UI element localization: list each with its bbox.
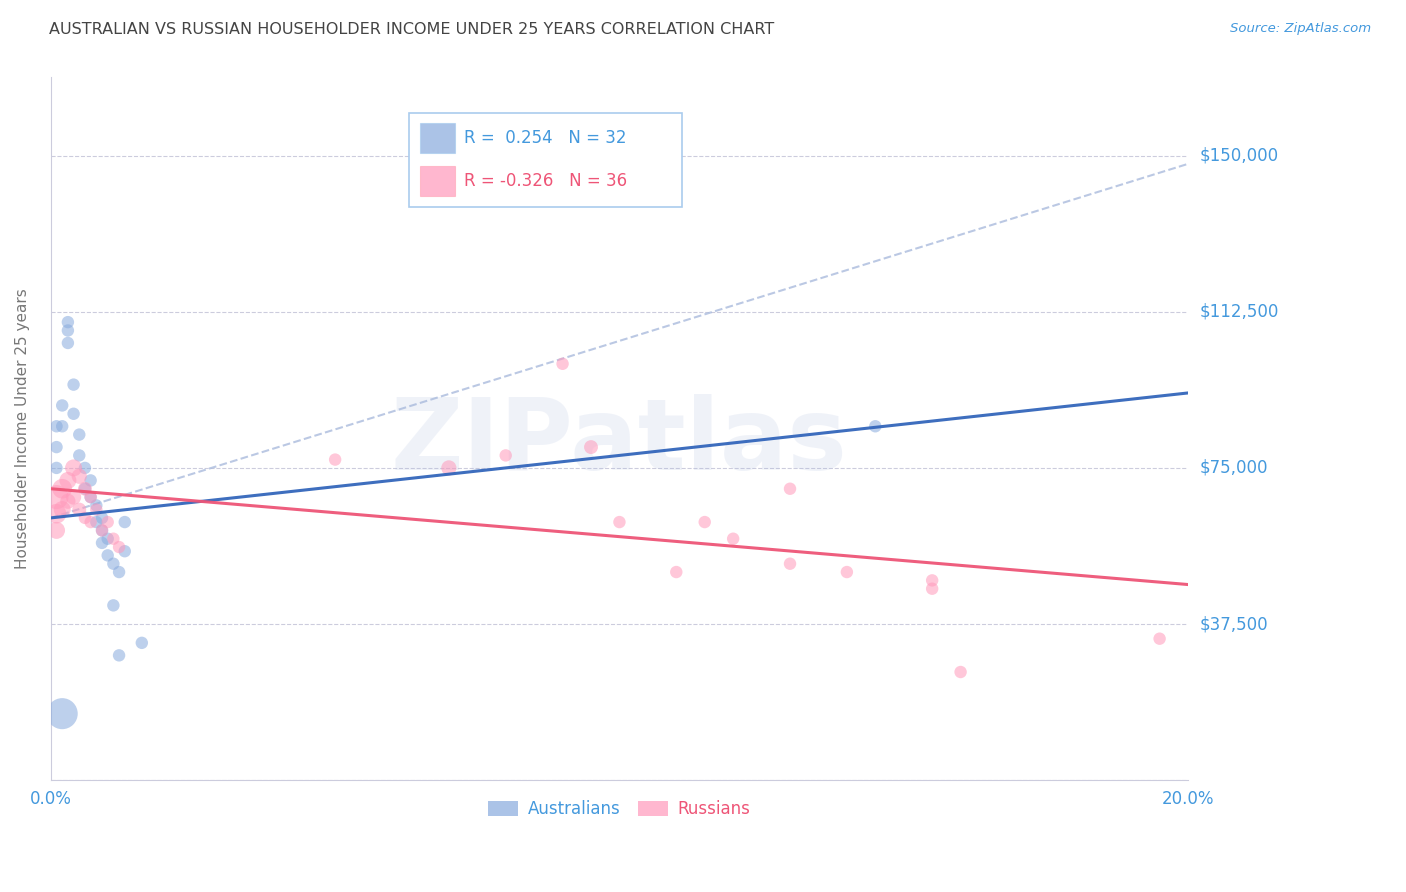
Point bbox=[67, 502, 90, 516]
Point bbox=[56, 323, 79, 337]
Point bbox=[51, 482, 73, 496]
Point bbox=[921, 574, 943, 588]
Point bbox=[323, 452, 346, 467]
Point bbox=[62, 407, 84, 421]
Point bbox=[779, 557, 801, 571]
Point bbox=[62, 461, 84, 475]
Point bbox=[114, 515, 136, 529]
Point bbox=[609, 515, 631, 529]
Point bbox=[86, 515, 108, 529]
Point bbox=[91, 536, 114, 550]
Point bbox=[114, 544, 136, 558]
Point bbox=[779, 482, 801, 496]
Point bbox=[97, 549, 120, 563]
Point bbox=[79, 490, 101, 504]
Text: R =  0.254   N = 32: R = 0.254 N = 32 bbox=[464, 129, 626, 147]
Text: AUSTRALIAN VS RUSSIAN HOUSEHOLDER INCOME UNDER 25 YEARS CORRELATION CHART: AUSTRALIAN VS RUSSIAN HOUSEHOLDER INCOME… bbox=[49, 22, 775, 37]
Text: $37,500: $37,500 bbox=[1199, 615, 1268, 633]
Point bbox=[437, 461, 460, 475]
Point bbox=[56, 474, 79, 488]
Point bbox=[665, 565, 688, 579]
Point bbox=[79, 490, 101, 504]
Text: $112,500: $112,500 bbox=[1199, 302, 1278, 321]
Point bbox=[495, 449, 517, 463]
Point bbox=[51, 419, 73, 434]
Point bbox=[91, 524, 114, 538]
Point bbox=[551, 357, 574, 371]
Point bbox=[1149, 632, 1171, 646]
Point bbox=[108, 648, 131, 663]
FancyBboxPatch shape bbox=[420, 123, 454, 153]
Point bbox=[108, 565, 131, 579]
Point bbox=[835, 565, 858, 579]
Point bbox=[45, 490, 67, 504]
Point bbox=[103, 532, 125, 546]
Text: $75,000: $75,000 bbox=[1199, 458, 1268, 477]
Point bbox=[97, 532, 120, 546]
Point bbox=[865, 419, 887, 434]
Point bbox=[73, 461, 96, 475]
Point bbox=[91, 511, 114, 525]
Point bbox=[51, 706, 73, 721]
Text: $150,000: $150,000 bbox=[1199, 146, 1278, 164]
Text: ZIPatlas: ZIPatlas bbox=[391, 394, 848, 491]
Point bbox=[108, 540, 131, 554]
Point bbox=[56, 315, 79, 329]
Point bbox=[97, 515, 120, 529]
Point bbox=[579, 440, 602, 454]
Point bbox=[67, 449, 90, 463]
Point bbox=[103, 599, 125, 613]
Legend: Australians, Russians: Australians, Russians bbox=[482, 793, 758, 825]
Point bbox=[67, 427, 90, 442]
Point bbox=[45, 440, 67, 454]
Point bbox=[56, 335, 79, 350]
Y-axis label: Householder Income Under 25 years: Householder Income Under 25 years bbox=[15, 288, 30, 569]
Point bbox=[73, 511, 96, 525]
Point bbox=[45, 419, 67, 434]
Point bbox=[45, 461, 67, 475]
Point bbox=[921, 582, 943, 596]
Point bbox=[693, 515, 716, 529]
Point bbox=[91, 524, 114, 538]
Text: R = -0.326   N = 36: R = -0.326 N = 36 bbox=[464, 172, 627, 190]
Text: Source: ZipAtlas.com: Source: ZipAtlas.com bbox=[1230, 22, 1371, 36]
Point bbox=[79, 515, 101, 529]
Point bbox=[103, 557, 125, 571]
Point bbox=[86, 499, 108, 513]
Point bbox=[45, 507, 67, 521]
Point bbox=[56, 494, 79, 508]
Point bbox=[62, 377, 84, 392]
Point bbox=[73, 482, 96, 496]
FancyBboxPatch shape bbox=[420, 166, 454, 196]
Point bbox=[67, 469, 90, 483]
Point bbox=[62, 490, 84, 504]
Point bbox=[949, 665, 972, 679]
Point bbox=[86, 502, 108, 516]
Point bbox=[73, 482, 96, 496]
Point bbox=[51, 399, 73, 413]
FancyBboxPatch shape bbox=[409, 112, 682, 208]
Point bbox=[79, 474, 101, 488]
Point bbox=[45, 524, 67, 538]
Point bbox=[131, 636, 153, 650]
Point bbox=[721, 532, 744, 546]
Point bbox=[51, 502, 73, 516]
